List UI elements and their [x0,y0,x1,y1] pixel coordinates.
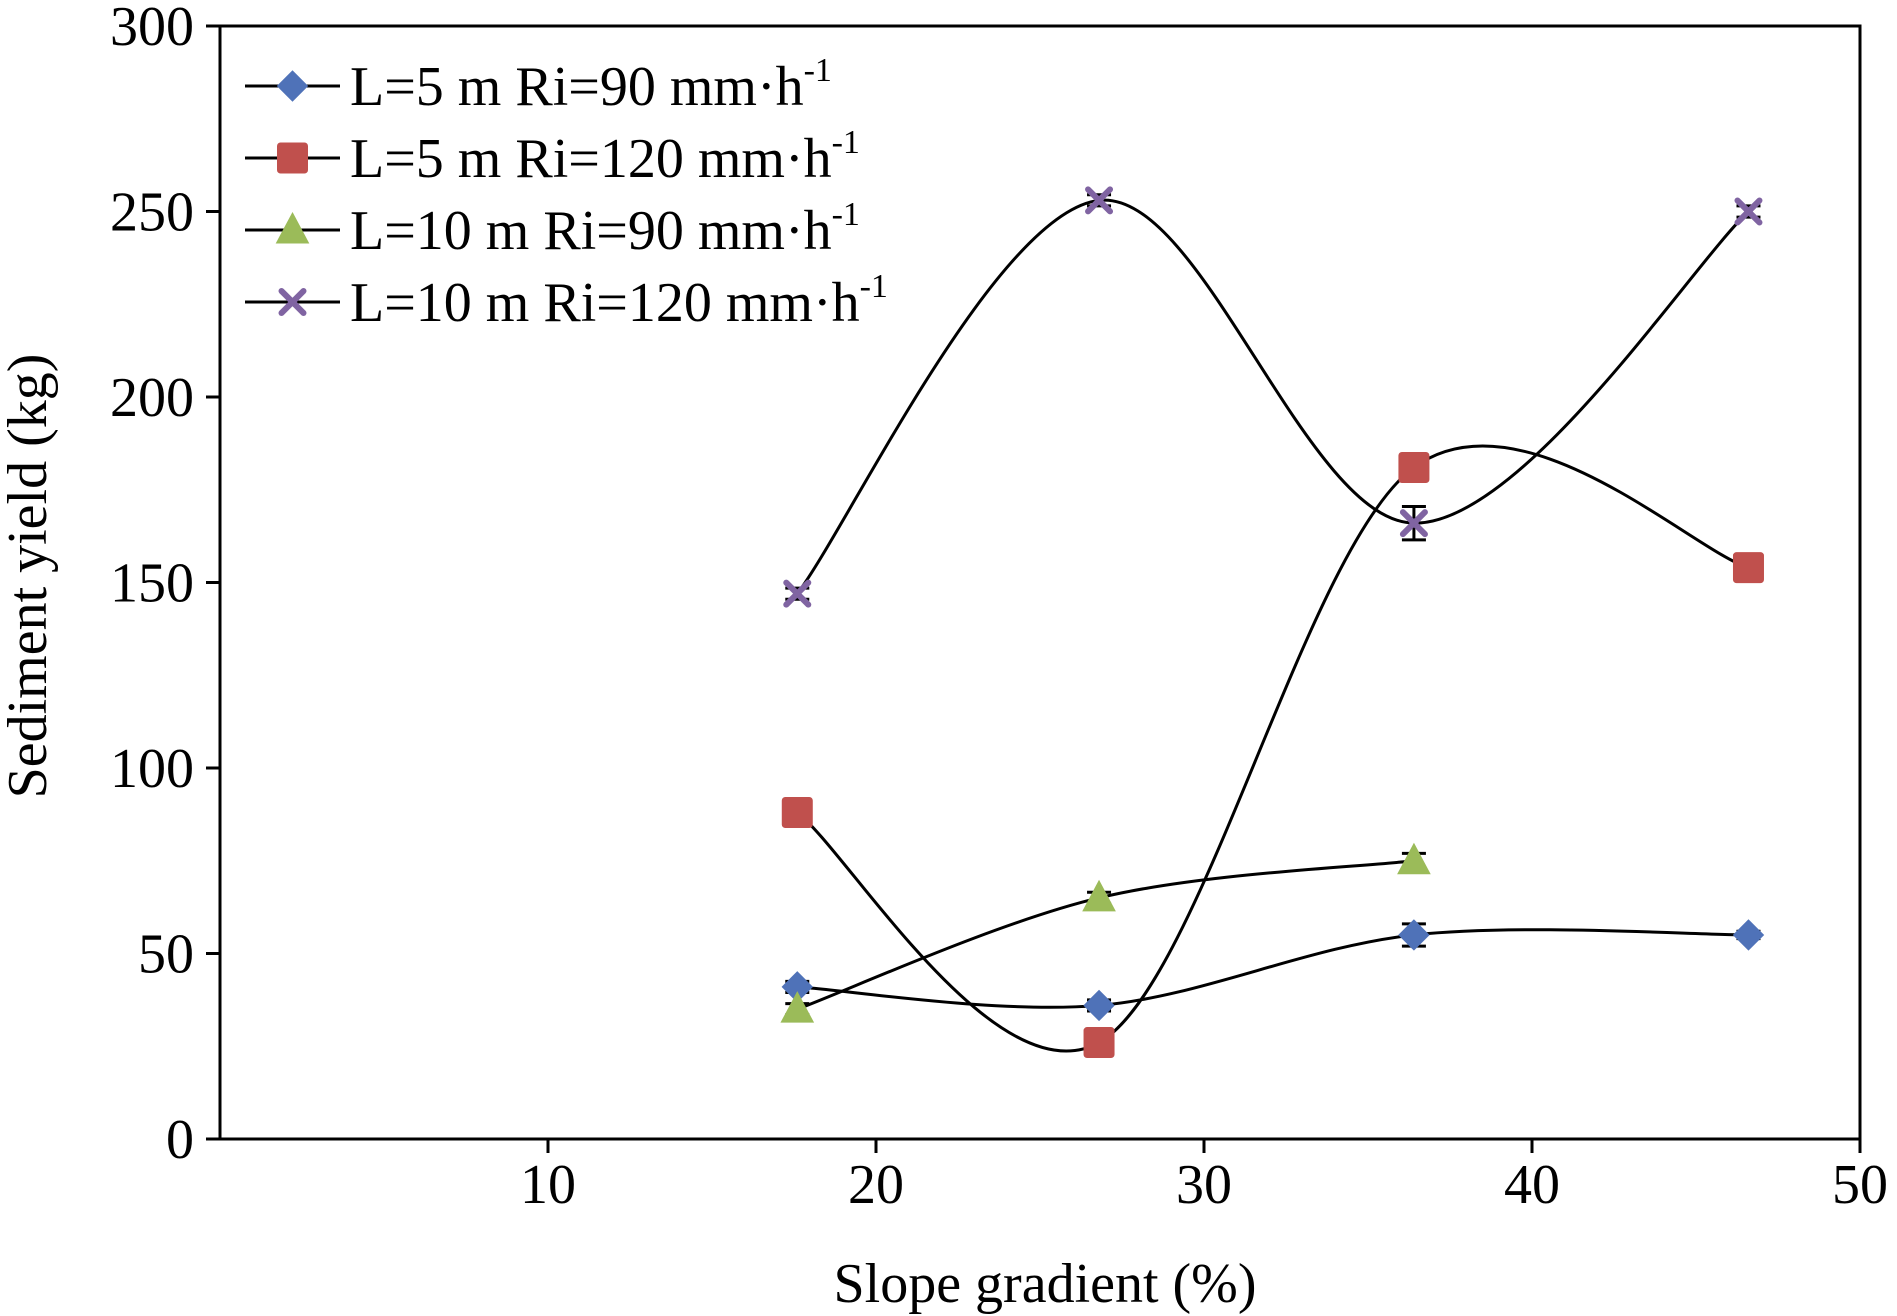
axes: 0 50 100 150 200 250 300 10 20 30 40 50 [110,0,1888,1216]
series-group [780,186,1765,1059]
legend-label-text: L=5 m Ri=120 mm·h [350,128,832,190]
series-line-3 [796,859,1415,1011]
data-point [1734,197,1763,226]
legend-marker [278,288,307,316]
x-marker-stroke [278,288,307,316]
legend-label-superscript: -1 [860,268,888,305]
legend-label-superscript: -1 [832,196,860,233]
series-3-points [780,842,1431,1023]
x-marker-stroke [783,579,812,608]
x-tick-label: 10 [520,1154,576,1216]
legend-label-superscript: -1 [832,124,860,161]
data-point [1732,919,1765,951]
data-point [1083,989,1115,1022]
y-tick-label: 250 [110,182,194,244]
x-marker-stroke [1085,186,1114,215]
x-tick-label: 40 [1504,1154,1560,1216]
legend-marker [276,70,309,102]
plot-frame [218,24,1862,1141]
legend-entry-3: L=10 m Ri=90 mm·h-1 [245,196,860,262]
x-tick-label: 30 [1176,1154,1232,1216]
series-4-points [783,186,1763,608]
y-axis-title: Sediment yield (kg) [0,354,59,799]
legend-marker [277,142,308,174]
series-1-points [781,919,1765,1022]
legend-marker [275,211,310,244]
series-line-4 [796,198,1750,595]
data-point [1085,186,1114,215]
legend-label: L=5 m Ri=90 mm·h-1 [350,52,832,118]
legend: L=5 m Ri=90 mm·h-1L=5 m Ri=120 mm·h-1L=1… [245,52,888,334]
x-tick-label: 50 [1832,1154,1888,1216]
x-marker-stroke [1399,509,1428,538]
series-2-points [781,451,1764,1059]
data-point [1397,842,1431,875]
y-tick-label: 0 [166,1109,194,1171]
series-line-1 [797,928,1749,1009]
y-tick-label: 200 [110,367,194,429]
data-point [1398,451,1430,483]
data-point [1082,879,1116,912]
data-point [781,797,813,829]
plot-area [218,24,1862,1141]
legend-entry-2: L=5 m Ri=120 mm·h-1 [245,124,860,190]
y-tick-label: 100 [110,738,194,800]
data-point [1398,919,1430,951]
legend-entry-1: L=5 m Ri=90 mm·h-1 [245,52,832,118]
legend-entry-4: L=10 m Ri=120 mm·h-1 [245,268,888,334]
data-point [1083,1027,1115,1059]
data-point [783,579,812,608]
legend-label: L=10 m Ri=90 mm·h-1 [350,196,860,262]
x-tick-label: 20 [848,1154,904,1216]
legend-label-text: L=5 m Ri=90 mm·h [350,56,804,118]
data-point [780,991,815,1023]
y-tick-label: 150 [110,553,194,615]
legend-label: L=5 m Ri=120 mm·h-1 [350,124,860,190]
y-tick-label: 300 [110,0,194,58]
x-axis-title: Slope gradient (%) [834,1253,1257,1315]
data-point [1399,509,1428,538]
y-tick-label: 50 [138,924,194,986]
series-line-2 [796,444,1749,1053]
legend-label-text: L=10 m Ri=90 mm·h [350,200,832,262]
data-point [1732,552,1764,584]
legend-label: L=10 m Ri=120 mm·h-1 [350,268,888,334]
legend-label-superscript: -1 [804,52,832,89]
legend-label-text: L=10 m Ri=120 mm·h [350,272,860,334]
x-marker-stroke [1734,197,1763,226]
